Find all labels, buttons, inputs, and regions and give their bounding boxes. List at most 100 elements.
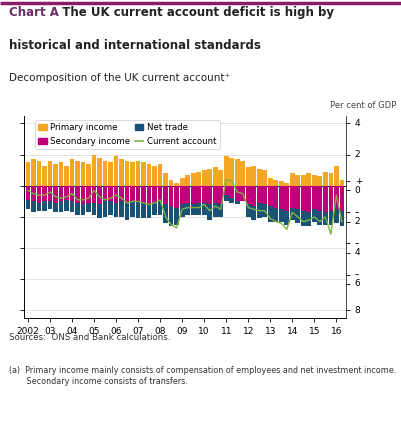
Bar (146, 186, 151, 205)
Bar (262, 170, 266, 186)
Bar (97, 158, 101, 186)
Bar (130, 201, 135, 217)
Bar (201, 186, 206, 203)
Text: Sources:  ONS and Bank calculations.: Sources: ONS and Bank calculations. (9, 333, 170, 342)
Bar (124, 203, 129, 220)
Bar (124, 186, 129, 203)
Bar (223, 156, 228, 186)
Bar (295, 209, 300, 223)
Bar (273, 186, 277, 207)
Bar (317, 186, 321, 211)
Bar (196, 172, 200, 186)
Bar (48, 201, 52, 209)
Bar (240, 186, 245, 201)
Bar (36, 186, 41, 203)
Bar (267, 178, 272, 186)
Legend: Primary income, Secondary income, Net trade, Current account: Primary income, Secondary income, Net tr… (35, 120, 219, 149)
Bar (108, 186, 113, 201)
Bar (26, 186, 30, 200)
Bar (136, 186, 140, 201)
Bar (311, 175, 316, 186)
Bar (322, 212, 327, 225)
Bar (174, 186, 178, 207)
Bar (69, 186, 74, 201)
Bar (234, 159, 239, 186)
Bar (256, 169, 261, 186)
Bar (339, 186, 343, 211)
Bar (240, 161, 245, 186)
Bar (31, 159, 36, 186)
Bar (333, 166, 338, 186)
Bar (113, 156, 118, 186)
Bar (59, 201, 63, 212)
Bar (108, 162, 113, 186)
Bar (168, 179, 173, 186)
Bar (223, 186, 228, 201)
Bar (31, 201, 36, 212)
Bar (158, 201, 162, 215)
Bar (124, 161, 129, 186)
Bar (103, 201, 107, 217)
Bar (251, 186, 255, 206)
Bar (26, 162, 30, 186)
Bar (245, 167, 250, 186)
Bar (48, 161, 52, 186)
Bar (339, 211, 343, 226)
Bar (152, 203, 156, 215)
Bar (174, 182, 178, 186)
Bar (229, 158, 233, 186)
Bar (284, 182, 288, 186)
Bar (163, 205, 168, 223)
Bar (229, 186, 233, 203)
Bar (113, 186, 118, 203)
Bar (213, 167, 217, 186)
Bar (190, 205, 195, 215)
Bar (42, 186, 47, 201)
Bar (168, 206, 173, 226)
Bar (245, 205, 250, 217)
Bar (64, 186, 69, 200)
Bar (185, 175, 190, 186)
Bar (136, 201, 140, 218)
Bar (179, 205, 184, 217)
Bar (284, 186, 288, 211)
Bar (289, 186, 294, 207)
Bar (97, 205, 101, 218)
Bar (26, 200, 30, 209)
Bar (289, 207, 294, 220)
Bar (300, 211, 305, 226)
Bar (42, 166, 47, 186)
Bar (278, 181, 283, 186)
Bar (86, 186, 91, 203)
Bar (158, 186, 162, 201)
Bar (251, 166, 255, 186)
Bar (234, 186, 239, 205)
Bar (278, 209, 283, 222)
Bar (267, 186, 272, 206)
Bar (273, 179, 277, 186)
Bar (64, 200, 69, 211)
Text: The UK current account deficit is high by: The UK current account deficit is high b… (54, 6, 334, 19)
Bar (262, 205, 266, 217)
Bar (306, 174, 310, 186)
Bar (322, 172, 327, 186)
Bar (48, 186, 52, 201)
Bar (81, 186, 85, 205)
Bar (295, 186, 300, 209)
Bar (59, 162, 63, 186)
Bar (152, 166, 156, 186)
Bar (86, 203, 91, 212)
Bar (163, 174, 168, 186)
Bar (256, 186, 261, 203)
Bar (322, 186, 327, 212)
Bar (306, 212, 310, 226)
Bar (289, 174, 294, 186)
Bar (174, 207, 178, 225)
Bar (108, 201, 113, 215)
Bar (273, 207, 277, 222)
Bar (53, 186, 58, 203)
Bar (207, 186, 211, 205)
Bar (295, 175, 300, 186)
Bar (213, 203, 217, 217)
Bar (196, 186, 200, 203)
